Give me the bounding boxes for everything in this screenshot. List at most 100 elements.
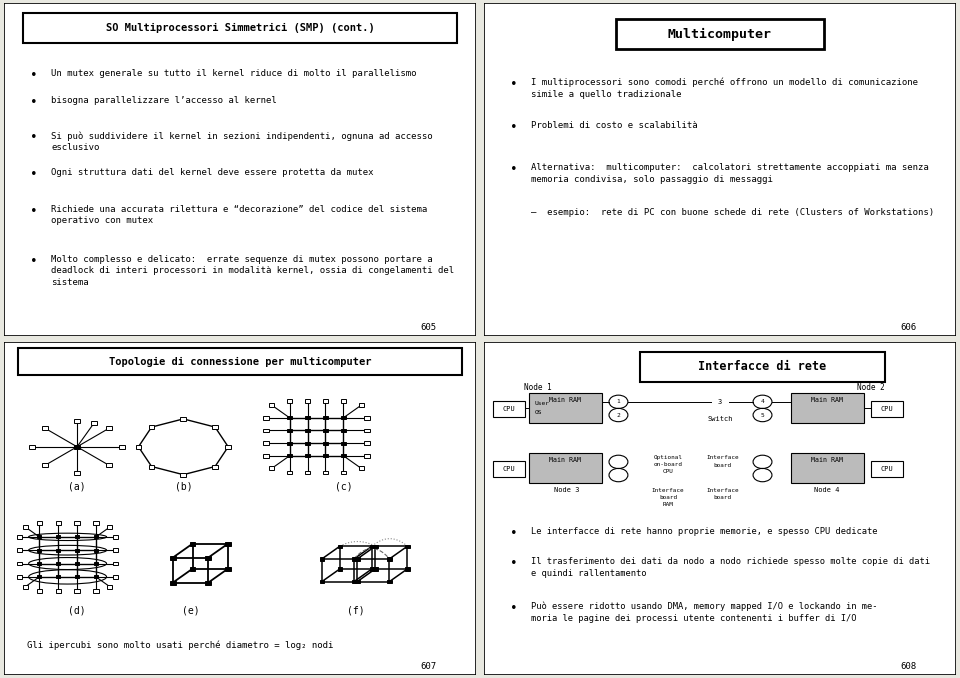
Text: OS: OS xyxy=(535,410,542,415)
Text: •: • xyxy=(510,557,517,570)
Bar xyxy=(149,464,155,468)
Bar xyxy=(341,399,346,403)
Bar xyxy=(355,557,360,561)
Bar xyxy=(263,428,269,433)
Bar xyxy=(791,393,864,424)
Bar xyxy=(324,429,327,432)
Text: RAM: RAM xyxy=(662,502,674,508)
Bar xyxy=(365,416,370,420)
Bar xyxy=(75,445,80,449)
Text: Main RAM: Main RAM xyxy=(549,397,582,403)
Bar xyxy=(170,581,176,584)
Text: 2: 2 xyxy=(616,412,620,418)
Bar xyxy=(56,521,60,525)
Bar xyxy=(305,471,310,475)
Bar xyxy=(305,399,310,403)
Text: (f): (f) xyxy=(347,605,365,615)
Bar xyxy=(305,416,310,419)
Bar xyxy=(108,525,112,529)
Text: Gli ipercubi sono molto usati perché diametro = log₂ nodi: Gli ipercubi sono molto usati perché dia… xyxy=(28,641,334,650)
Bar xyxy=(23,525,28,529)
Bar xyxy=(113,535,118,539)
Bar xyxy=(871,461,903,477)
Text: SO Multiprocessori Simmetrici (SMP) (cont.): SO Multiprocessori Simmetrici (SMP) (con… xyxy=(106,23,374,33)
Text: bisogna parallelizzare l’accesso al kernel: bisogna parallelizzare l’accesso al kern… xyxy=(51,96,276,105)
Bar xyxy=(324,441,327,445)
Bar xyxy=(37,536,41,538)
Bar xyxy=(93,589,99,593)
Text: –  esempio:  rete di PC con buone schede di rete (Clusters of Workstations): – esempio: rete di PC con buone schede d… xyxy=(531,208,934,217)
Bar xyxy=(113,561,118,565)
Bar xyxy=(75,536,79,538)
Bar xyxy=(287,454,292,457)
Text: Può essere ridotto usando DMA, memory mapped I/O e lockando in me-
moria le pagi: Può essere ridotto usando DMA, memory ma… xyxy=(531,602,877,623)
Bar xyxy=(791,454,864,483)
Bar xyxy=(30,445,35,449)
Bar xyxy=(351,557,356,561)
Bar xyxy=(106,426,111,431)
Bar xyxy=(305,454,310,457)
Bar xyxy=(17,561,22,565)
Text: Richiede una accurata rilettura e “decorazione” del codice del sistema
operativo: Richiede una accurata rilettura e “decor… xyxy=(51,205,427,225)
Text: •: • xyxy=(510,78,517,91)
Text: Molto complesso e delicato:  errate sequenze di mutex possono portare a
deadlock: Molto complesso e delicato: errate seque… xyxy=(51,254,454,287)
Bar xyxy=(287,429,292,432)
Text: Main RAM: Main RAM xyxy=(811,397,844,403)
Text: on-board: on-board xyxy=(654,462,683,467)
Text: 606: 606 xyxy=(900,323,917,332)
FancyBboxPatch shape xyxy=(4,3,476,336)
Text: Optional: Optional xyxy=(654,456,683,460)
Bar xyxy=(75,549,79,552)
Bar xyxy=(342,429,346,432)
Bar xyxy=(270,403,275,407)
Bar xyxy=(170,556,176,560)
Text: CPU: CPU xyxy=(503,405,516,412)
Text: 605: 605 xyxy=(420,323,437,332)
Bar xyxy=(17,575,22,579)
Bar xyxy=(91,421,97,425)
Bar xyxy=(36,521,42,525)
Bar xyxy=(42,426,48,431)
Text: Problemi di costo e scalabilità: Problemi di costo e scalabilità xyxy=(531,121,698,130)
Text: CPU: CPU xyxy=(662,468,674,474)
Text: Interfacce di rete: Interfacce di rete xyxy=(698,360,827,373)
Text: CPU: CPU xyxy=(503,466,516,472)
Bar xyxy=(338,544,343,548)
Text: •: • xyxy=(510,602,517,615)
Text: 3: 3 xyxy=(718,399,722,405)
Text: Alternativa:  multicomputer:  calcolatori strettamente accoppiati ma senza
memor: Alternativa: multicomputer: calcolatori … xyxy=(531,163,929,184)
Text: Ogni struttura dati del kernel deve essere protetta da mutex: Ogni struttura dati del kernel deve esse… xyxy=(51,168,373,177)
FancyBboxPatch shape xyxy=(484,3,956,336)
Text: •: • xyxy=(30,254,37,268)
Bar xyxy=(75,589,80,593)
Bar xyxy=(205,581,211,584)
Bar xyxy=(493,401,525,417)
Text: Un mutex generale su tutto il kernel riduce di molto il parallelismo: Un mutex generale su tutto il kernel rid… xyxy=(51,69,417,79)
Bar xyxy=(323,471,328,475)
Bar xyxy=(324,454,327,457)
Bar xyxy=(94,549,98,552)
Bar xyxy=(387,557,392,561)
Bar xyxy=(74,419,80,423)
Bar xyxy=(529,393,602,424)
Bar xyxy=(387,580,392,583)
Bar xyxy=(405,544,410,548)
Bar xyxy=(226,542,230,546)
Bar xyxy=(493,461,525,477)
Bar xyxy=(365,441,370,445)
Bar xyxy=(263,416,269,420)
Bar xyxy=(372,544,377,548)
Bar xyxy=(358,403,364,407)
Bar xyxy=(370,544,374,548)
Text: Si può suddividere il kernel in sezioni indipendenti, ognuna ad accesso
esclusiv: Si può suddividere il kernel in sezioni … xyxy=(51,131,433,153)
Text: Node 3: Node 3 xyxy=(554,487,579,493)
Bar xyxy=(190,567,196,571)
Text: Interface: Interface xyxy=(706,488,738,493)
Text: 1: 1 xyxy=(616,399,620,404)
Bar xyxy=(180,417,186,421)
Bar xyxy=(56,536,60,538)
Text: •: • xyxy=(510,163,517,176)
FancyBboxPatch shape xyxy=(4,342,476,675)
Text: 5: 5 xyxy=(760,412,764,418)
Bar xyxy=(365,428,370,433)
